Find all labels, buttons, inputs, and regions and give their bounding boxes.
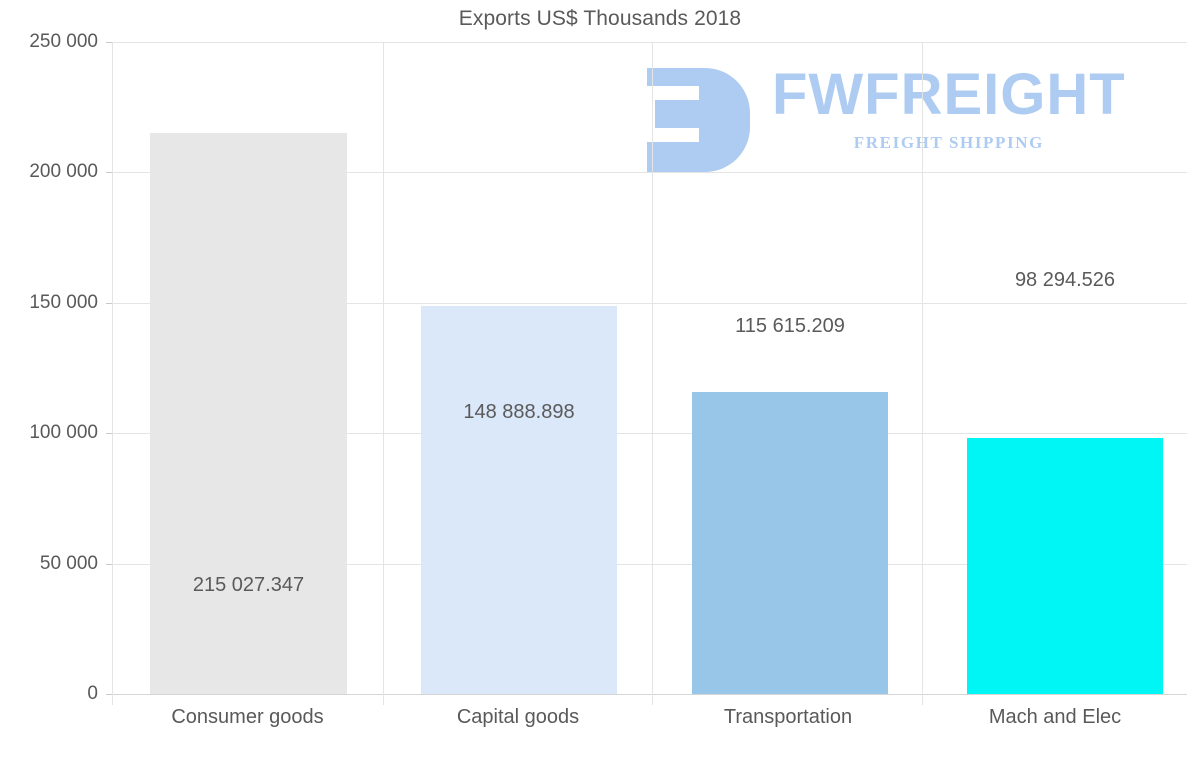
bar-value-label: 215 027.347 — [192, 574, 305, 596]
y-tick-mark — [106, 694, 112, 695]
x-tick-label-capital-goods: Capital goods — [456, 706, 580, 728]
bar-value-label: 115 615.209 — [735, 315, 845, 337]
y-tick-mark — [106, 42, 112, 43]
y-tick-mark — [106, 564, 112, 565]
y-tick-label: 250 000 — [29, 31, 98, 52]
gridline-vertical — [112, 42, 113, 705]
gridline-vertical — [922, 42, 923, 705]
x-tick-label-consumer-goods: Consumer goods — [171, 706, 324, 728]
y-tick-mark — [106, 172, 112, 173]
bar-capital-goods[interactable] — [421, 306, 617, 694]
bar-consumer-goods[interactable] — [150, 133, 347, 694]
gridline-vertical — [652, 42, 653, 705]
x-tick-label-transportation: Transportation — [723, 706, 853, 728]
bar-value-label: 148 888.898 — [463, 401, 575, 423]
y-tick-label: 150 000 — [29, 291, 98, 313]
gridline-horizontal — [112, 42, 1187, 43]
bar-mach-and-elec[interactable] — [967, 438, 1163, 694]
y-tick-label: 50 000 — [39, 552, 98, 574]
y-tick-label: 0 — [87, 683, 98, 704]
y-tick-label: 200 000 — [29, 161, 98, 183]
gridline-horizontal — [112, 564, 1187, 565]
y-tick-label: 100 000 — [29, 422, 98, 444]
y-axis: 250 000 200 000 150 000 100 000 50 000 0 — [0, 31, 1200, 704]
chart-title: Exports US$ Thousands 2018 — [458, 7, 742, 30]
gridline-horizontal — [112, 433, 1187, 434]
y-tick-mark — [106, 433, 112, 434]
gridline-horizontal — [112, 172, 1187, 173]
x-axis-line — [112, 694, 1187, 695]
bar-transportation[interactable] — [692, 392, 888, 694]
x-tick-label-mach-and-elec: Mach and Elec — [988, 706, 1122, 728]
y-tick-mark — [106, 303, 112, 304]
gridline-horizontal — [112, 303, 1187, 304]
plot-area: 215 027.347 148 888.898 115 615.209 98 2… — [106, 42, 1187, 705]
bar-value-label: 98 294.526 — [1014, 269, 1116, 291]
gridline-vertical — [383, 42, 384, 705]
